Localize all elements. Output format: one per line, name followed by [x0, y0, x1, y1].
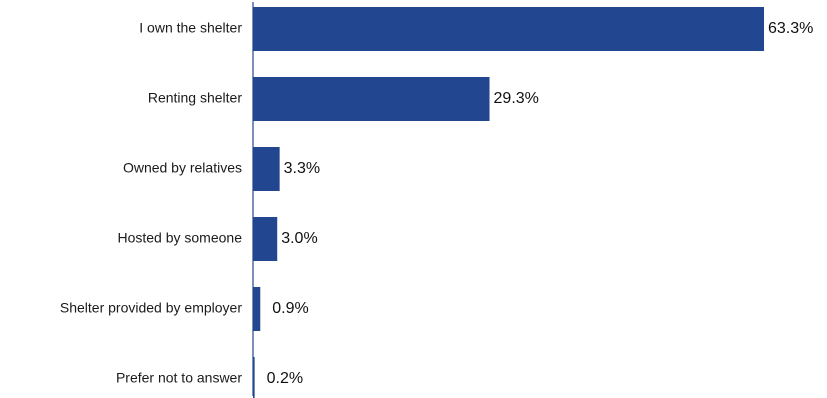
- category-label-1: Renting shelter: [148, 90, 243, 106]
- bar-5: [253, 357, 255, 398]
- category-label-3: Hosted by someone: [117, 230, 242, 246]
- bar-3: [253, 217, 278, 261]
- bars-group: [253, 7, 764, 398]
- value-label-3: 3.0%: [281, 230, 317, 247]
- value-label-1: 29.3%: [494, 90, 539, 107]
- bar-1: [253, 77, 490, 121]
- bar-0: [253, 7, 764, 51]
- category-label-2: Owned by relatives: [123, 160, 242, 176]
- category-label-0: I own the shelter: [139, 20, 242, 36]
- category-labels-group: I own the shelter Renting shelter Owned by…: [60, 20, 242, 386]
- value-labels-group: 63.3% 29.3% 3.3% 3.0% 0.9% 0.2%: [267, 20, 814, 387]
- bar-4: [253, 287, 261, 331]
- value-label-0: 63.3%: [768, 20, 813, 37]
- value-label-2: 3.3%: [284, 160, 320, 177]
- category-label-4: Shelter provided by employer: [60, 300, 242, 316]
- bar-2: [253, 147, 280, 191]
- category-label-5: Prefer not to answer: [116, 370, 242, 386]
- value-label-4: 0.9%: [272, 300, 308, 317]
- value-label-5: 0.2%: [267, 370, 303, 387]
